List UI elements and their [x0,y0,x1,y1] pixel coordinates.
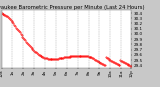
Title: Milwaukee Barometric Pressure per Minute (Last 24 Hours): Milwaukee Barometric Pressure per Minute… [0,5,144,10]
